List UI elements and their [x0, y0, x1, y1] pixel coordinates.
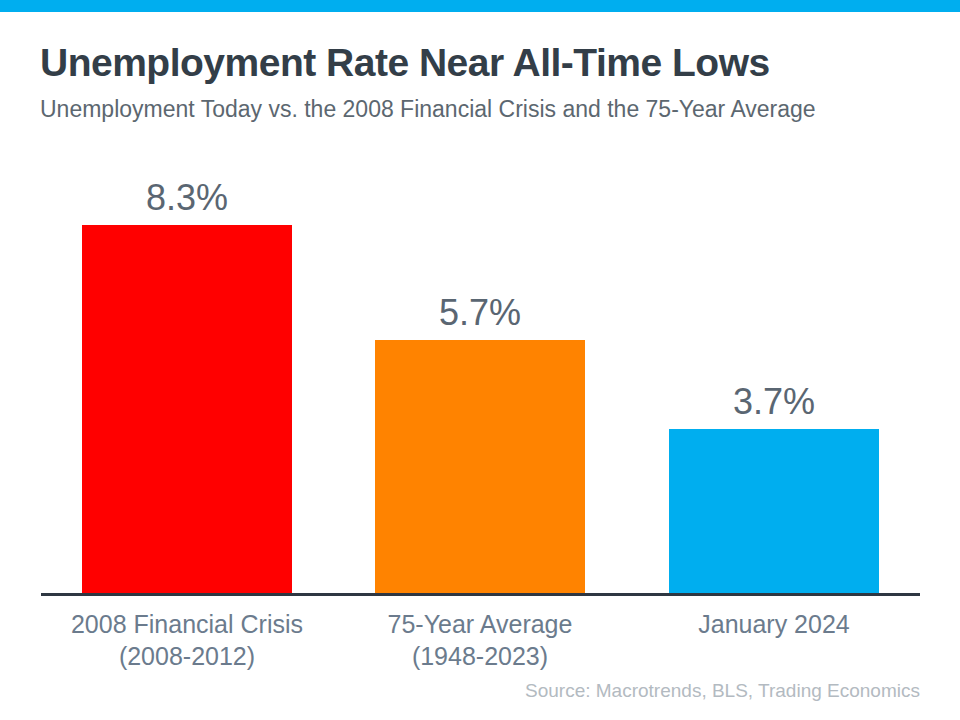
bar-75-year-average-1948-2023 [375, 340, 585, 593]
value-label-2008-financial-crisis-2008-2012: 8.3% [82, 179, 292, 217]
value-label-january-2024: 3.7% [669, 383, 879, 421]
x-axis-line [41, 593, 920, 596]
category-label-january-2024: January 2024 [624, 608, 924, 640]
bar-january-2024 [669, 429, 879, 593]
bar-2008-financial-crisis-2008-2012 [82, 225, 292, 593]
infographic-page: Unemployment Rate Near All-Time Lows Une… [0, 0, 960, 720]
source-attribution: Source: Macrotrends, BLS, Trading Econom… [525, 680, 920, 702]
category-label-75-year-average-1948-2023: 75-Year Average (1948-2023) [330, 608, 630, 672]
value-label-75-year-average-1948-2023: 5.7% [375, 294, 585, 332]
category-label-2008-financial-crisis-2008-2012: 2008 Financial Crisis (2008-2012) [37, 608, 337, 672]
bar-chart: 8.3% 5.7% 3.7% 2008 Financial Crisis (2008… [0, 0, 960, 720]
